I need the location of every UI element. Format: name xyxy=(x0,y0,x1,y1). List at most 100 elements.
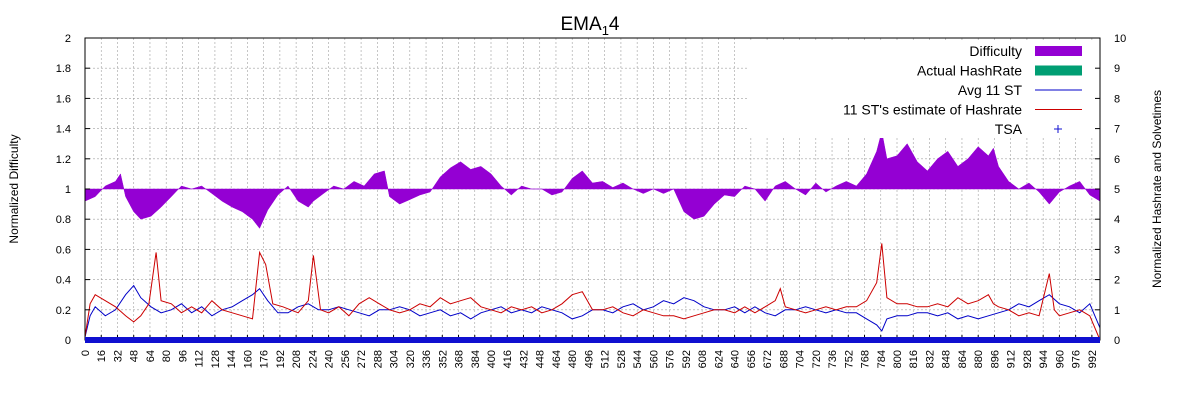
x-tick-label: 912 xyxy=(1006,350,1018,368)
x-tick-label: 448 xyxy=(535,350,547,368)
x-tick-label: 704 xyxy=(795,350,807,368)
x-tick-label: 368 xyxy=(454,350,466,368)
x-tick-label: 832 xyxy=(924,350,936,368)
y2-tick-label: 3 xyxy=(1114,244,1120,256)
x-tick-label: 816 xyxy=(908,350,920,368)
y-tick-label: 0.2 xyxy=(56,305,71,317)
y-axis-ticks: 0 0.2 0.4 0.6 0.8 1 1.2 1.4 1.6 1.8 2 xyxy=(56,33,90,347)
x-tick-label: 944 xyxy=(1038,350,1050,368)
x-tick-label: 336 xyxy=(421,350,433,368)
x-tick-label: 464 xyxy=(551,350,563,368)
x-tick-label: 352 xyxy=(437,350,449,368)
x-tick-label: 848 xyxy=(941,350,953,368)
x-tick-label: 48 xyxy=(129,350,141,362)
y-axis-label: Normalized Difficulty xyxy=(7,134,21,243)
x-tick-label: 192 xyxy=(275,350,287,368)
legend-item-estimate: 11 ST's estimate of Hashrate xyxy=(843,102,1022,118)
y2-tick-label: 6 xyxy=(1114,154,1120,166)
x-tick-label: 512 xyxy=(600,350,612,368)
x-tick-label: 208 xyxy=(291,350,303,368)
x-tick-label: 32 xyxy=(112,350,124,362)
y-tick-label: 1.8 xyxy=(56,63,71,75)
x-tick-label: 288 xyxy=(372,350,384,368)
x-tick-label: 960 xyxy=(1054,350,1066,368)
y2-tick-label: 2 xyxy=(1114,275,1120,287)
x-tick-label: 784 xyxy=(876,350,888,368)
legend-item-tsa: TSA xyxy=(995,121,1023,137)
avg-11-st-series xyxy=(84,284,1101,338)
y-tick-label: 1.2 xyxy=(56,154,71,166)
x-tick-label: 880 xyxy=(973,350,985,368)
x-tick-label: 576 xyxy=(665,350,677,368)
y2-tick-label: 4 xyxy=(1114,214,1120,226)
chart-title: EMA14 xyxy=(561,14,620,38)
y-tick-label: 0.6 xyxy=(56,244,71,256)
x-tick-label: 800 xyxy=(892,350,904,368)
y2-axis-label: Normalized Hashrate and Solvetimes xyxy=(1150,90,1164,288)
estimate-hashrate-series xyxy=(84,243,1101,341)
difficulty-area xyxy=(84,131,1101,229)
x-tick-label: 480 xyxy=(567,350,579,368)
x-tick-label: 96 xyxy=(177,350,189,362)
tsa-band xyxy=(85,337,1100,343)
x-tick-label: 112 xyxy=(194,350,206,368)
x-axis-tsa-bar xyxy=(85,337,1100,343)
legend-item-hashrate: Actual HashRate xyxy=(917,63,1022,79)
x-tick-label: 320 xyxy=(405,350,417,368)
x-tick-label: 624 xyxy=(713,350,725,368)
x-tick-label: 272 xyxy=(356,350,368,368)
x-tick-label: 608 xyxy=(697,350,709,368)
legend-swatch xyxy=(1035,46,1082,56)
series-lines xyxy=(84,243,1101,341)
x-tick-label: 656 xyxy=(746,350,758,368)
legend-item-avg-st: Avg 11 ST xyxy=(958,82,1023,98)
y2-tick-label: 10 xyxy=(1114,33,1126,45)
x-tick-label: 640 xyxy=(730,350,742,368)
x-tick-label: 720 xyxy=(811,350,823,368)
x-tick-label: 752 xyxy=(843,350,855,368)
x-tick-label: 384 xyxy=(470,350,482,368)
legend-swatch xyxy=(1035,65,1082,76)
legend-item-difficulty: Difficulty xyxy=(969,43,1022,59)
x-tick-label: 496 xyxy=(583,350,595,368)
x-axis-ticks: 0 16 32 48 64 80 96 112 128 144 160 176 192 208 224 240… xyxy=(80,335,1099,368)
y-tick-label: 1 xyxy=(65,184,71,196)
difficulty-series xyxy=(84,131,1101,229)
x-tick-label: 688 xyxy=(778,350,790,368)
y-tick-label: 0.8 xyxy=(56,214,71,226)
y-tick-label: 0.4 xyxy=(56,275,71,287)
x-tick-label: 592 xyxy=(681,350,693,368)
x-tick-label: 896 xyxy=(989,350,1001,368)
x-tick-label: 528 xyxy=(616,350,628,368)
x-tick-label: 16 xyxy=(96,350,108,362)
x-tick-label: 128 xyxy=(210,350,222,368)
legend: Difficulty Actual HashRate Avg 11 ST 11 ST'… xyxy=(843,43,1082,137)
x-tick-label: 0 xyxy=(80,350,92,356)
x-tick-label: 304 xyxy=(389,350,401,368)
x-tick-label: 560 xyxy=(648,350,660,368)
y-tick-label: 1.4 xyxy=(56,124,71,136)
x-tick-label: 144 xyxy=(226,350,238,368)
x-tick-label: 928 xyxy=(1022,350,1034,368)
x-tick-label: 432 xyxy=(518,350,530,368)
x-tick-label: 544 xyxy=(632,350,644,368)
x-tick-label: 176 xyxy=(259,350,271,368)
y2-tick-label: 8 xyxy=(1114,93,1120,105)
x-tick-label: 768 xyxy=(860,350,872,368)
x-tick-label: 240 xyxy=(324,350,336,368)
y2-tick-label: 7 xyxy=(1114,124,1120,136)
x-tick-label: 400 xyxy=(486,350,498,368)
legend-background xyxy=(748,40,1098,138)
x-tick-label: 672 xyxy=(762,350,774,368)
x-tick-label: 256 xyxy=(340,350,352,368)
x-tick-label: 864 xyxy=(957,350,969,368)
x-tick-label: 64 xyxy=(145,350,157,362)
x-tick-label: 416 xyxy=(502,350,514,368)
y2-tick-label: 9 xyxy=(1114,63,1120,75)
x-tick-label: 160 xyxy=(242,350,254,368)
x-tick-label: 992 xyxy=(1087,350,1099,368)
y2-tick-label: 1 xyxy=(1114,305,1120,317)
y-tick-label: 2 xyxy=(65,33,71,45)
y-tick-label: 0 xyxy=(65,335,71,347)
